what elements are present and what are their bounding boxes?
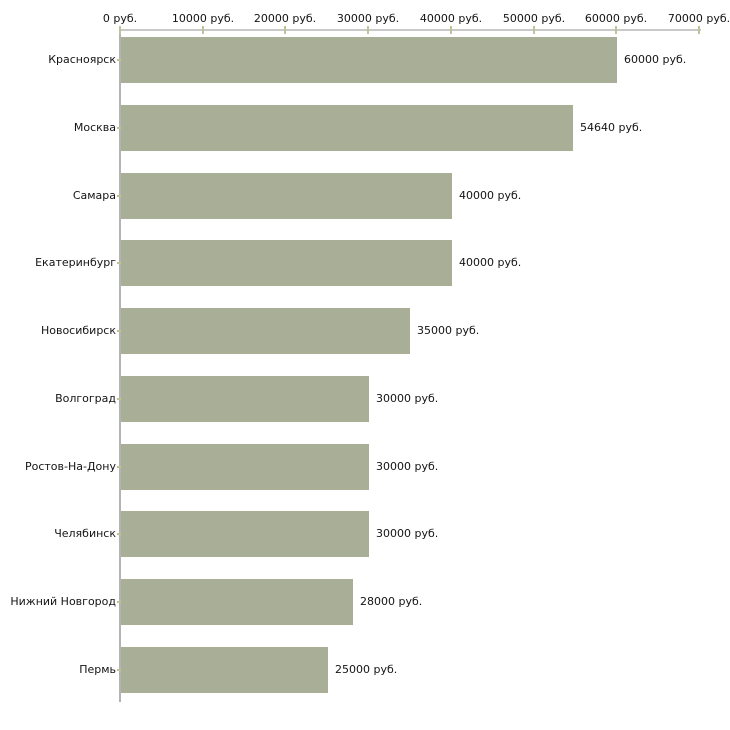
bar: [121, 376, 369, 422]
category-label: Самара: [72, 189, 116, 202]
category-label: Новосибирск: [40, 324, 116, 337]
bar: [121, 105, 573, 151]
x-axis-tick: [615, 26, 617, 34]
value-label: 28000 руб.: [360, 595, 423, 608]
category-label: Красноярск: [48, 53, 116, 66]
bar: [121, 240, 452, 286]
value-label: 30000 руб.: [376, 460, 439, 473]
y-axis-tick: [117, 669, 121, 671]
x-axis-line: [119, 29, 701, 31]
value-label: 40000 руб.: [459, 189, 522, 202]
bar: [121, 444, 369, 490]
x-axis-tick: [202, 26, 204, 34]
y-axis-tick: [117, 533, 121, 535]
y-axis-tick: [117, 127, 121, 129]
x-axis-tick-label: 40000 руб.: [419, 12, 483, 25]
category-label: Нижний Новгород: [10, 595, 116, 608]
x-axis-tick: [367, 26, 369, 34]
value-label: 35000 руб.: [417, 324, 480, 337]
category-label: Волгоград: [55, 392, 116, 405]
category-label: Москва: [73, 121, 116, 134]
x-axis-tick-label: 20000 руб.: [253, 12, 317, 25]
x-axis-tick: [284, 26, 286, 34]
bar: [121, 173, 452, 219]
y-axis-tick: [117, 330, 121, 332]
bar: [121, 37, 617, 83]
x-axis-tick-label: 0 руб.: [102, 12, 138, 25]
y-axis-tick: [117, 398, 121, 400]
x-axis-tick-label: 30000 руб.: [336, 12, 400, 25]
value-label: 40000 руб.: [459, 256, 522, 269]
x-axis-tick: [698, 26, 700, 34]
y-axis-tick: [117, 601, 121, 603]
bar: [121, 511, 369, 557]
category-label: Пермь: [79, 663, 116, 676]
category-label: Ростов-На-Дону: [24, 460, 116, 473]
bar: [121, 647, 328, 693]
value-label: 30000 руб.: [376, 527, 439, 540]
x-axis-tick-label: 50000 руб.: [502, 12, 566, 25]
y-axis-tick: [117, 262, 121, 264]
y-axis-tick: [117, 195, 121, 197]
value-label: 25000 руб.: [335, 663, 398, 676]
value-label: 54640 руб.: [580, 121, 643, 134]
x-axis-tick: [119, 26, 121, 34]
y-axis-tick: [117, 59, 121, 61]
x-axis-tick: [533, 26, 535, 34]
category-label: Екатеринбург: [35, 256, 116, 269]
bar: [121, 579, 353, 625]
x-axis-tick-label: 10000 руб.: [171, 12, 235, 25]
y-axis-line: [119, 29, 121, 702]
y-axis-tick: [117, 466, 121, 468]
category-label: Челябинск: [54, 527, 116, 540]
x-axis-tick-label: 70000 руб.: [667, 12, 730, 25]
value-label: 30000 руб.: [376, 392, 439, 405]
x-axis-tick-label: 60000 руб.: [584, 12, 648, 25]
bar: [121, 308, 410, 354]
x-axis-tick: [450, 26, 452, 34]
value-label: 60000 руб.: [624, 53, 687, 66]
